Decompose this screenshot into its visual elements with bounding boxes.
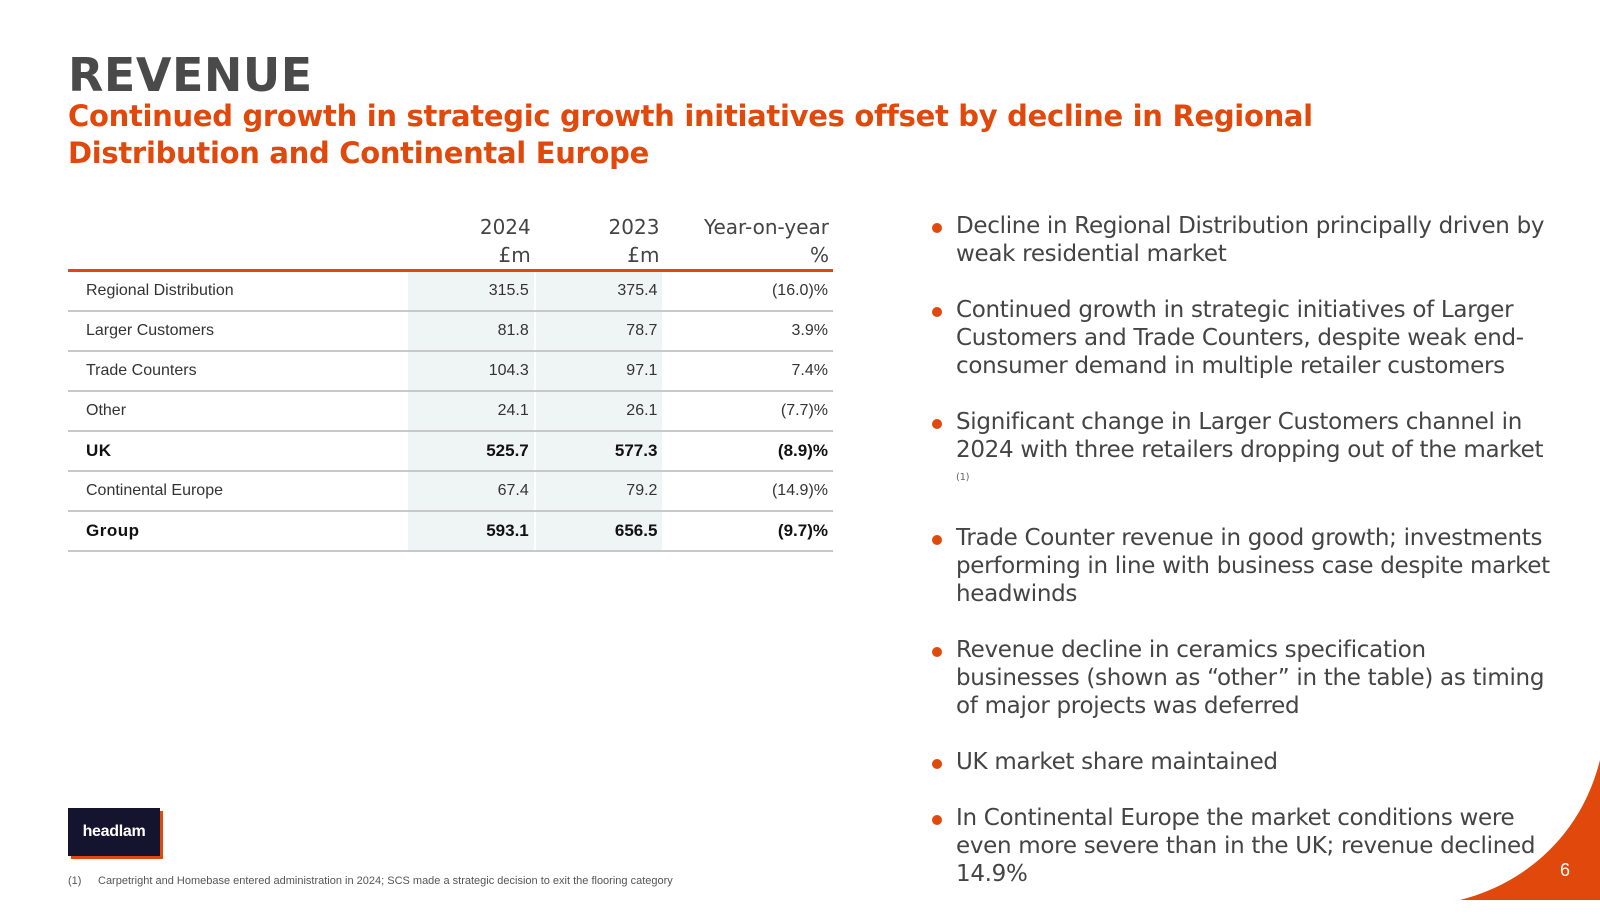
- bullet-dot-icon: [932, 534, 942, 545]
- row-label: Other: [68, 391, 409, 432]
- table-header-years: 2024 2023 Year-on-year: [68, 208, 833, 239]
- page-number: 6: [1560, 860, 1571, 880]
- cell-yoy: (16.0)%: [663, 270, 833, 312]
- row-label: Trade Counters: [68, 351, 409, 392]
- col-header-2023: 2023: [608, 215, 660, 239]
- table-row: Trade Counters 104.3 97.1 7.4%: [68, 351, 833, 392]
- bullet-item: Trade Counter revenue in good growth; in…: [932, 524, 1552, 608]
- bullet-text: Trade Counter revenue in good growth; in…: [956, 524, 1550, 607]
- footnote-number: (1): [68, 875, 82, 887]
- cell-yoy: (7.7)%: [663, 391, 833, 432]
- row-label: UK: [68, 431, 409, 472]
- footnote-reference: (1): [956, 472, 970, 483]
- cell-2023: 78.7: [534, 311, 665, 352]
- headlam-logo: headlam: [68, 808, 160, 856]
- cell-2024: 525.7: [408, 431, 536, 472]
- bullet-dot-icon: [932, 223, 942, 233]
- bullet-text: In Continental Europe the market conditi…: [956, 804, 1536, 887]
- table-row-subtotal: UK 525.7 577.3 (8.9)%: [68, 431, 833, 472]
- bullet-item: Decline in Regional Distribution princip…: [932, 212, 1552, 268]
- bullet-text: Continued growth in strategic initiative…: [956, 297, 1524, 379]
- cell-2023: 577.3: [534, 431, 665, 472]
- bullet-text: Decline in Regional Distribution princip…: [956, 213, 1545, 267]
- bullet-dot-icon: [932, 814, 942, 825]
- row-label: Regional Distribution: [68, 270, 409, 312]
- col-unit-yoy: %: [663, 239, 833, 272]
- bullet-item: Significant change in Larger Customers c…: [932, 408, 1552, 496]
- bullet-dot-icon: [932, 646, 942, 657]
- bullet-text: Significant change in Larger Customers c…: [956, 409, 1544, 463]
- cell-yoy: (9.7)%: [663, 511, 833, 552]
- table-row: Other 24.1 26.1 (7.7)%: [68, 391, 833, 432]
- table-row: Regional Distribution 315.5 375.4 (16.0)…: [68, 270, 833, 312]
- row-label: Continental Europe: [68, 471, 409, 512]
- cell-2023: 79.2: [534, 471, 665, 512]
- cell-2024: 24.1: [408, 391, 536, 432]
- corner-accent-shape: [1460, 760, 1600, 900]
- bullet-item: Continued growth in strategic initiative…: [932, 296, 1552, 380]
- col-unit-2024: £m: [408, 239, 535, 272]
- table-header-units: £m £m %: [68, 239, 833, 272]
- cell-yoy: 7.4%: [663, 351, 833, 392]
- bullet-text: Revenue decline in ceramics specificatio…: [956, 636, 1545, 719]
- cell-2024: 81.8: [408, 311, 536, 352]
- table-row: Larger Customers 81.8 78.7 3.9%: [68, 311, 833, 352]
- revenue-table: 2024 2023 Year-on-year £m £m % Regional …: [68, 208, 833, 552]
- cell-2023: 656.5: [534, 511, 665, 552]
- cell-yoy: (14.9)%: [663, 471, 833, 512]
- page-subtitle: Continued growth in strategic growth ini…: [68, 99, 1313, 170]
- row-label: Larger Customers: [68, 311, 409, 352]
- bullet-dot-icon: [932, 307, 942, 317]
- col-header-yoy: Year-on-year: [703, 215, 829, 239]
- col-header-2024: 2024: [479, 215, 531, 239]
- footnote: (1) Carpetright and Homebase entered admi…: [68, 875, 673, 887]
- header-blank: [68, 208, 408, 239]
- bullet-item: Revenue decline in ceramics specificatio…: [932, 636, 1552, 720]
- bullet-item: UK market share maintained: [932, 748, 1552, 776]
- cell-2023: 26.1: [534, 391, 665, 432]
- col-unit-2023: £m: [534, 239, 664, 272]
- cell-yoy: (8.9)%: [663, 431, 833, 472]
- cell-2023: 375.4: [534, 270, 665, 312]
- bullet-text: UK market share maintained: [956, 748, 1278, 775]
- table-row: Continental Europe 67.4 79.2 (14.9)%: [68, 471, 833, 512]
- header-blank: [68, 239, 409, 272]
- commentary-bullet-list: Decline in Regional Distribution princip…: [932, 212, 1552, 916]
- cell-yoy: 3.9%: [663, 311, 833, 352]
- footnote-text: Carpetright and Homebase entered adminis…: [98, 875, 673, 887]
- table-row-total: Group 593.1 656.5 (9.7)%: [68, 511, 833, 552]
- bullet-item: In Continental Europe the market conditi…: [932, 804, 1552, 888]
- row-label: Group: [68, 511, 409, 552]
- bullet-dot-icon: [932, 419, 942, 429]
- cell-2024: 67.4: [408, 471, 536, 512]
- page-title: REVENUE: [68, 48, 313, 102]
- cell-2024: 593.1: [408, 511, 536, 552]
- cell-2024: 104.3: [408, 351, 536, 392]
- cell-2024: 315.5: [408, 270, 536, 312]
- logo-text: headlam: [82, 823, 146, 840]
- bullet-dot-icon: [932, 758, 942, 769]
- cell-2023: 97.1: [534, 351, 665, 392]
